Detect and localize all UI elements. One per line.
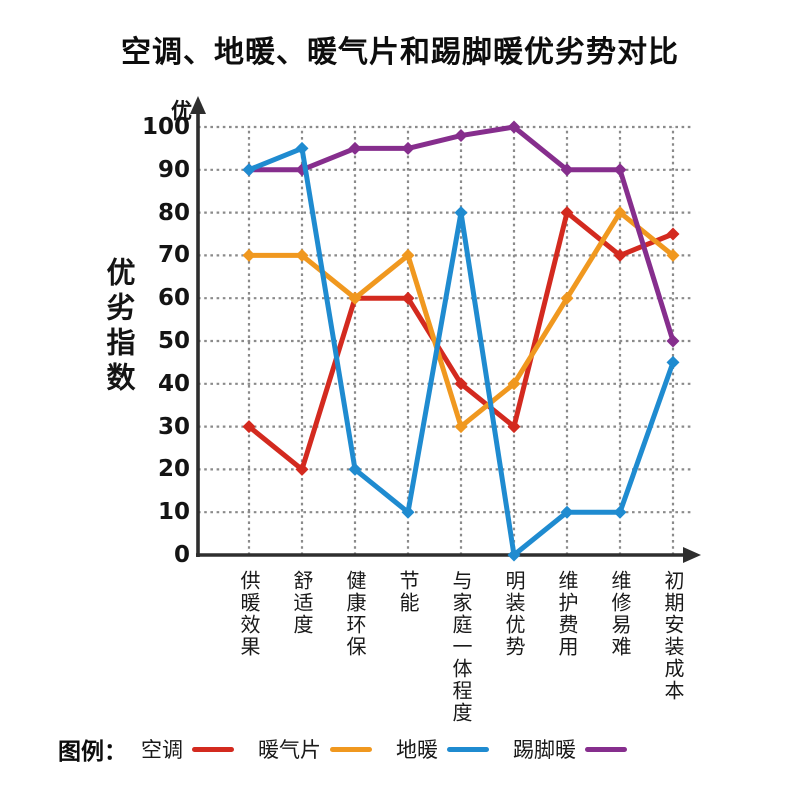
legend-item-baseboard-heater: 踢脚暖 (513, 734, 651, 764)
series-floor-heating (242, 141, 680, 562)
y-tick-label: 100 (141, 114, 190, 140)
series-baseboard-heater (242, 120, 680, 348)
x-category-label: 供暖效果 (237, 570, 261, 658)
legend-item-label: 踢脚暖 (513, 738, 576, 762)
y-tick-label: 90 (157, 156, 190, 183)
y-tick-label: 0 (173, 542, 190, 568)
series-markers-baseboard-heater (242, 120, 680, 348)
x-category-label: 初期安装成本 (661, 570, 685, 702)
x-category-label: 维护费用 (555, 570, 579, 658)
x-category-label: 健康环保 (343, 570, 367, 658)
y-tick-label: 50 (157, 328, 190, 354)
y-axis-max-label: 优 (171, 99, 192, 123)
axes (196, 112, 684, 557)
y-tick-label: 60 (157, 285, 190, 312)
legend-swatch-radiator (330, 746, 372, 752)
x-category-label: 明装优势 (502, 570, 526, 658)
y-tick-label: 40 (157, 370, 190, 397)
y-tick-label: 20 (157, 456, 190, 483)
legend-swatch-air-conditioner (192, 746, 234, 752)
legend-item-air-conditioner: 空调 (141, 734, 258, 764)
x-category-label: 节能 (396, 570, 420, 614)
y-axis-arrow-icon (190, 96, 206, 114)
y-tick-label: 30 (157, 413, 190, 440)
x-category-label: 与家庭一体程度 (449, 570, 473, 724)
chart-title: 空调、地暖、暖气片和踢脚暖优劣势对比 (121, 35, 679, 70)
x-category-label: 舒适度 (290, 570, 314, 636)
legend-item-label: 空调 (141, 738, 183, 762)
legend-item-label: 暖气片 (258, 738, 321, 762)
legend-item-floor-heating: 地暖 (396, 734, 513, 764)
legend-title: 图例： (58, 739, 127, 765)
x-axis-arrow-icon (683, 547, 701, 563)
legend-item-label: 地暖 (396, 738, 438, 762)
x-category-label: 维修易难 (608, 570, 632, 658)
y-tick-label: 70 (157, 242, 190, 269)
y-tick-label: 10 (157, 499, 190, 526)
y-tick-label: 80 (157, 199, 190, 226)
legend-swatch-baseboard-heater (585, 746, 627, 752)
legend: 图例： 空调 暖气片 地暖 踢脚暖 (58, 733, 651, 765)
grid-lines (198, 125, 692, 555)
y-axis-title: 优劣指数 (102, 257, 136, 397)
legend-swatch-floor-heating (447, 746, 489, 752)
legend-item-radiator: 暖气片 (258, 734, 396, 764)
